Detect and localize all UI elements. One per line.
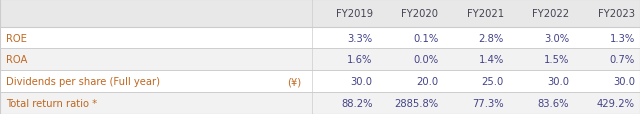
- Text: 1.3%: 1.3%: [610, 33, 635, 43]
- Text: 1.6%: 1.6%: [348, 55, 372, 65]
- Text: 83.6%: 83.6%: [538, 98, 570, 108]
- Text: 1.4%: 1.4%: [479, 55, 504, 65]
- Text: Total return ratio *: Total return ratio *: [6, 98, 97, 108]
- Text: 77.3%: 77.3%: [472, 98, 504, 108]
- Bar: [0, 27, 640, 49]
- Text: 20.0: 20.0: [416, 77, 438, 86]
- Text: 429.2%: 429.2%: [597, 98, 635, 108]
- Text: 0.7%: 0.7%: [610, 55, 635, 65]
- Text: 3.0%: 3.0%: [544, 33, 570, 43]
- Text: 25.0: 25.0: [481, 77, 504, 86]
- Text: 1.5%: 1.5%: [544, 55, 570, 65]
- Bar: [0, 49, 640, 71]
- Text: ROA: ROA: [6, 55, 28, 65]
- Text: FY2023: FY2023: [598, 9, 635, 19]
- Text: 88.2%: 88.2%: [341, 98, 372, 108]
- Bar: [0, 92, 640, 114]
- Text: (¥): (¥): [287, 77, 301, 86]
- Bar: [0, 0, 640, 27]
- Bar: [0, 71, 640, 92]
- Text: 2.8%: 2.8%: [479, 33, 504, 43]
- Text: 30.0: 30.0: [351, 77, 372, 86]
- Text: FY2019: FY2019: [335, 9, 372, 19]
- Text: 3.3%: 3.3%: [348, 33, 372, 43]
- Text: ROE: ROE: [6, 33, 28, 43]
- Text: FY2020: FY2020: [401, 9, 438, 19]
- Text: 30.0: 30.0: [547, 77, 570, 86]
- Text: FY2021: FY2021: [467, 9, 504, 19]
- Text: FY2022: FY2022: [532, 9, 570, 19]
- Text: 0.0%: 0.0%: [413, 55, 438, 65]
- Text: Dividends per share (Full year): Dividends per share (Full year): [6, 77, 161, 86]
- Text: 30.0: 30.0: [613, 77, 635, 86]
- Text: 2885.8%: 2885.8%: [394, 98, 438, 108]
- Text: 0.1%: 0.1%: [413, 33, 438, 43]
